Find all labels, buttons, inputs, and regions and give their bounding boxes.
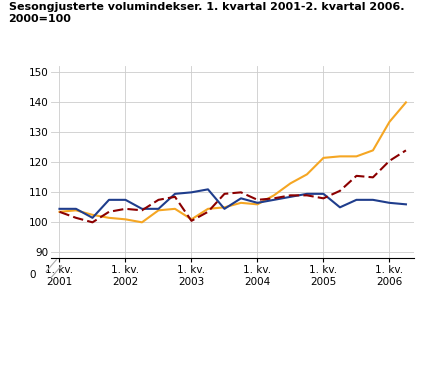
Text: 0: 0 — [30, 270, 36, 280]
Text: Sesongjusterte volumindekser. 1. kvartal 2001-2. kvartal 2006.
2000=100: Sesongjusterte volumindekser. 1. kvartal… — [9, 2, 403, 24]
